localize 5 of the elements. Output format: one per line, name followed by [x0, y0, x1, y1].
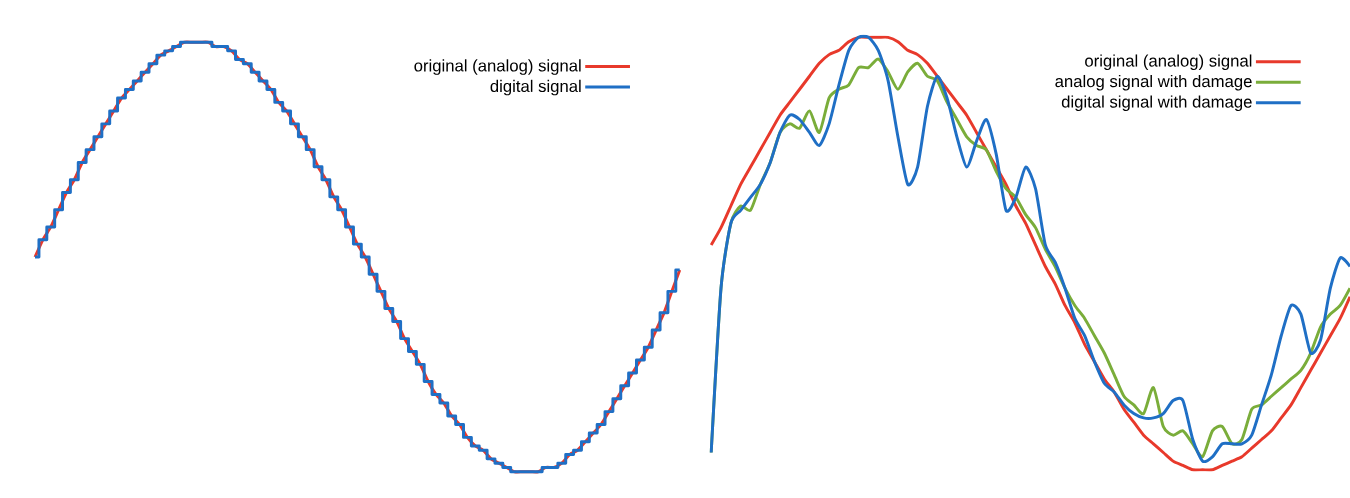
legend-label: original (analog) signal — [1085, 54, 1252, 70]
legend-label: digital signal — [490, 79, 581, 96]
legend-label: original (analog) signal — [414, 59, 581, 75]
legend-label: analog signal with damage — [1055, 74, 1252, 91]
legend-label: digital signal with damage — [1061, 95, 1252, 111]
